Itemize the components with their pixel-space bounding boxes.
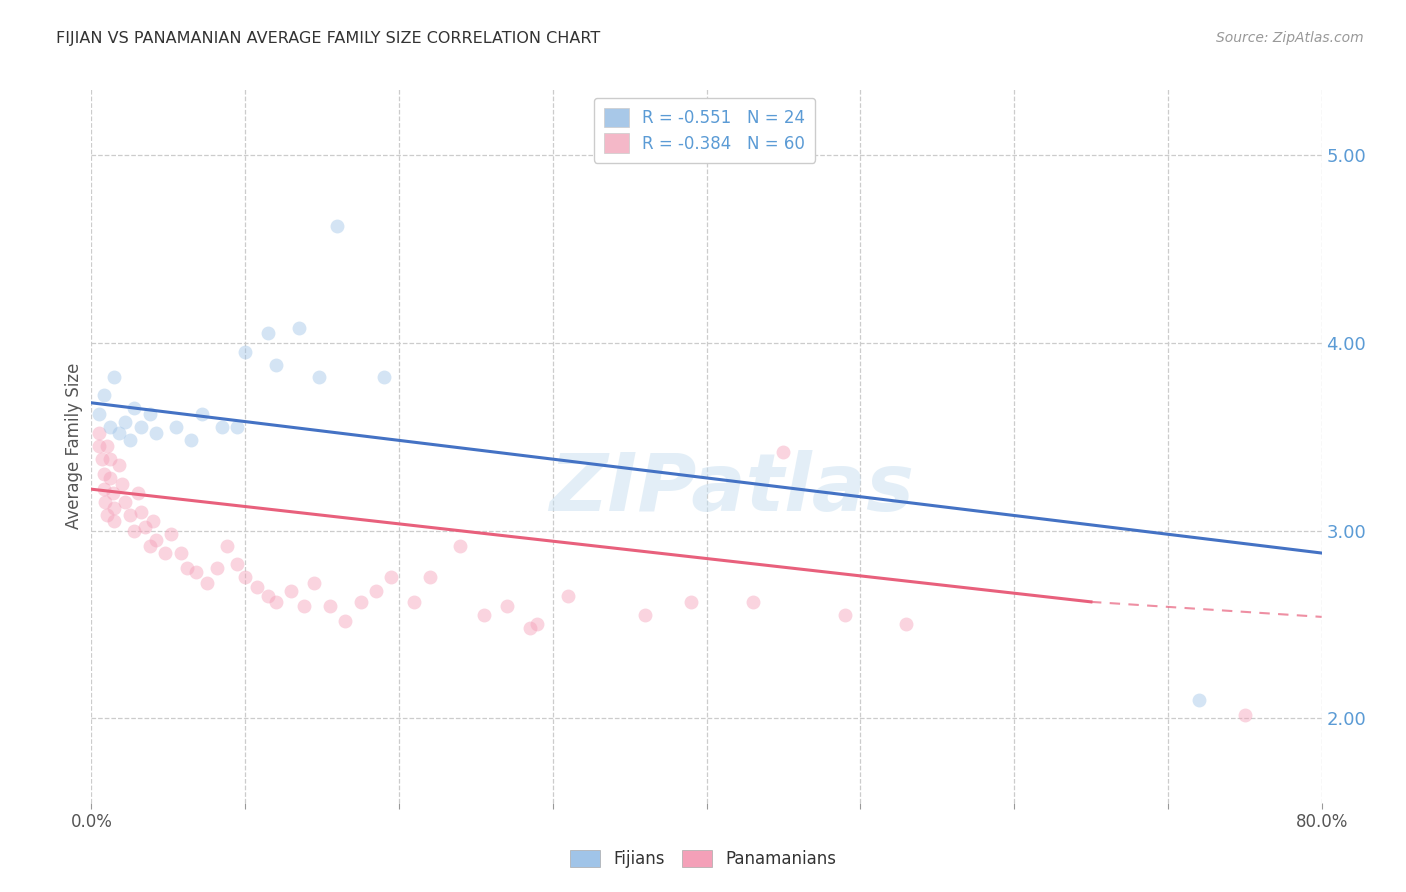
Point [772, 444, 794, 458]
Point [634, 607, 657, 622]
Point [373, 369, 395, 384]
Point [419, 570, 441, 584]
Point [101, 486, 124, 500]
Point [207, 561, 229, 575]
Point [896, 617, 918, 632]
Point [145, 533, 167, 547]
Point [246, 580, 269, 594]
Point [145, 425, 167, 440]
Point [257, 326, 280, 341]
Point [165, 420, 187, 434]
Point [1233, 707, 1256, 722]
Point [215, 539, 238, 553]
Point [114, 495, 136, 509]
Point [124, 524, 146, 538]
Point [103, 369, 125, 384]
Point [93, 482, 115, 496]
Point [93, 388, 115, 402]
Point [308, 369, 330, 384]
Point [233, 570, 256, 584]
Point [319, 599, 342, 613]
Point [129, 420, 152, 434]
Point [257, 589, 280, 603]
Point [280, 583, 302, 598]
Point [118, 508, 141, 523]
Point [96, 508, 118, 523]
Text: ZIPatlas: ZIPatlas [548, 450, 914, 528]
Point [326, 219, 349, 234]
Point [226, 558, 249, 572]
Point [264, 358, 287, 372]
Point [153, 546, 177, 560]
Point [98, 420, 121, 434]
Point [472, 607, 495, 622]
Point [103, 500, 125, 515]
Point [94, 495, 117, 509]
Point [349, 595, 371, 609]
Point [519, 621, 541, 635]
Point [211, 420, 233, 434]
Point [191, 407, 214, 421]
Point [142, 514, 165, 528]
Point [741, 595, 763, 609]
Point [495, 599, 517, 613]
Point [98, 471, 121, 485]
Point [380, 570, 402, 584]
Point [834, 607, 856, 622]
Point [98, 452, 121, 467]
Point [87, 439, 110, 453]
Point [111, 476, 134, 491]
Point [103, 514, 125, 528]
Point [304, 576, 326, 591]
Legend: Fijians, Panamanians: Fijians, Panamanians [564, 843, 842, 875]
Point [91, 452, 114, 467]
Point [681, 595, 703, 609]
Point [288, 320, 311, 334]
Text: FIJIAN VS PANAMANIAN AVERAGE FAMILY SIZE CORRELATION CHART: FIJIAN VS PANAMANIAN AVERAGE FAMILY SIZE… [56, 31, 600, 46]
Text: Source: ZipAtlas.com: Source: ZipAtlas.com [1216, 31, 1364, 45]
Point [264, 595, 287, 609]
Point [96, 439, 118, 453]
Point [233, 345, 256, 359]
Point [114, 415, 136, 429]
Point [93, 467, 115, 482]
Point [127, 486, 149, 500]
Point [134, 520, 156, 534]
Point [124, 401, 146, 416]
Point [333, 614, 356, 628]
Point [180, 434, 202, 448]
Point [139, 407, 162, 421]
Point [404, 595, 426, 609]
Point [195, 576, 218, 591]
Point [364, 583, 387, 598]
Point [139, 539, 162, 553]
Point [118, 434, 141, 448]
Point [87, 407, 110, 421]
Point [108, 458, 131, 472]
Point [292, 599, 315, 613]
Point [226, 420, 249, 434]
Point [176, 561, 198, 575]
Point [108, 425, 131, 440]
Point [557, 589, 579, 603]
Point [1187, 692, 1209, 706]
Point [449, 539, 471, 553]
Point [129, 505, 152, 519]
Point [169, 546, 191, 560]
Y-axis label: Average Family Size: Average Family Size [65, 363, 83, 529]
Point [160, 527, 183, 541]
Legend: R = -0.551   N = 24, R = -0.384   N = 60: R = -0.551 N = 24, R = -0.384 N = 60 [593, 97, 815, 162]
Point [87, 425, 110, 440]
Point [526, 617, 548, 632]
Point [184, 565, 207, 579]
